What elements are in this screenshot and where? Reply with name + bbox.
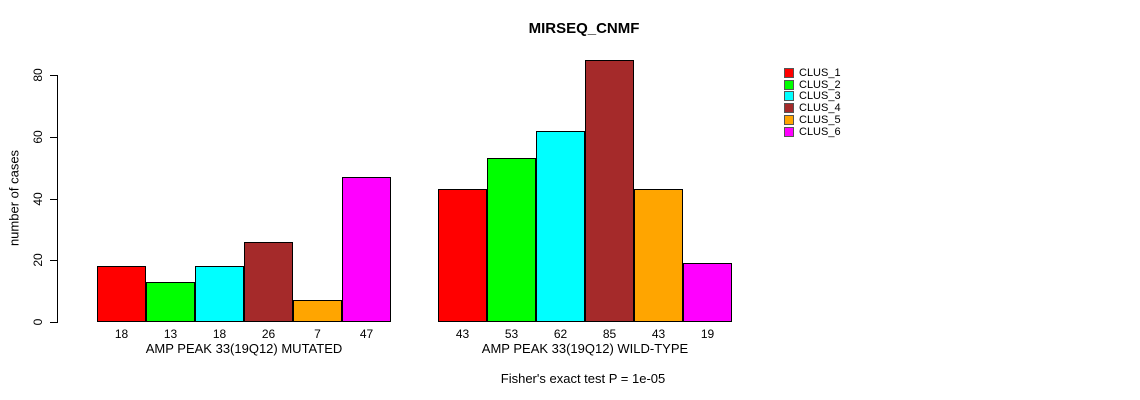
legend-label: CLUS_6 bbox=[799, 126, 841, 138]
bar-clus_5-group1 bbox=[293, 300, 342, 322]
y-tick bbox=[50, 199, 57, 200]
y-tick bbox=[50, 322, 57, 323]
bar-clus_2-group1 bbox=[146, 282, 195, 322]
group-label: AMP PEAK 33(19Q12) WILD-TYPE bbox=[481, 341, 689, 356]
bar-clus_3-group1 bbox=[195, 266, 244, 322]
legend-label: CLUS_4 bbox=[799, 102, 841, 114]
bar-value-label: 18 bbox=[114, 327, 129, 341]
bar-value-label: 19 bbox=[700, 327, 715, 341]
bar-value-label: 7 bbox=[314, 327, 321, 341]
bar-value-label: 62 bbox=[553, 327, 568, 341]
legend-swatch-clus_6 bbox=[784, 127, 794, 137]
bar-value-label: 43 bbox=[651, 327, 666, 341]
legend-label: CLUS_1 bbox=[799, 67, 841, 79]
bar-clus_1-group2 bbox=[438, 189, 487, 322]
bar-value-label: 13 bbox=[163, 327, 178, 341]
bar-value-label: 85 bbox=[602, 327, 617, 341]
legend-label: CLUS_5 bbox=[799, 114, 841, 126]
legend-swatch-clus_1 bbox=[784, 68, 794, 78]
chart-title: MIRSEQ_CNMF bbox=[528, 20, 640, 37]
legend-swatch-clus_3 bbox=[784, 91, 794, 101]
y-tick bbox=[50, 75, 57, 76]
legend-swatch-clus_4 bbox=[784, 103, 794, 113]
y-tick-label: 80 bbox=[31, 68, 45, 82]
bar-clus_4-group1 bbox=[244, 242, 293, 322]
bar-clus_6-group2 bbox=[683, 263, 732, 322]
bar-value-label: 18 bbox=[212, 327, 227, 341]
bar-clus_2-group2 bbox=[487, 158, 536, 322]
bar-clus_5-group2 bbox=[634, 189, 683, 322]
group-label: AMP PEAK 33(19Q12) MUTATED bbox=[145, 341, 343, 356]
bar-clus_1-group1 bbox=[97, 266, 146, 322]
y-tick-label: 0 bbox=[31, 318, 45, 326]
legend-swatch-clus_2 bbox=[784, 80, 794, 90]
footnote: Fisher's exact test P = 1e-05 bbox=[500, 371, 666, 386]
legend-label: CLUS_2 bbox=[799, 79, 841, 91]
bar-value-label: 47 bbox=[359, 327, 374, 341]
bar-value-label: 53 bbox=[504, 327, 519, 341]
bar-value-label: 26 bbox=[261, 327, 276, 341]
legend-label: CLUS_3 bbox=[799, 90, 841, 102]
bar-clus_6-group1 bbox=[342, 177, 391, 322]
legend-swatch-clus_5 bbox=[784, 115, 794, 125]
bar-clus_3-group2 bbox=[536, 131, 585, 322]
bar-value-label: 43 bbox=[455, 327, 470, 341]
y-tick-label: 20 bbox=[31, 253, 45, 267]
y-axis-label: number of cases bbox=[6, 149, 22, 247]
y-tick bbox=[50, 137, 57, 138]
y-tick-label: 60 bbox=[31, 130, 45, 144]
y-tick bbox=[50, 260, 57, 261]
bar-clus_4-group2 bbox=[585, 60, 634, 322]
y-tick-label: 40 bbox=[31, 192, 45, 206]
y-axis-line bbox=[57, 75, 58, 323]
